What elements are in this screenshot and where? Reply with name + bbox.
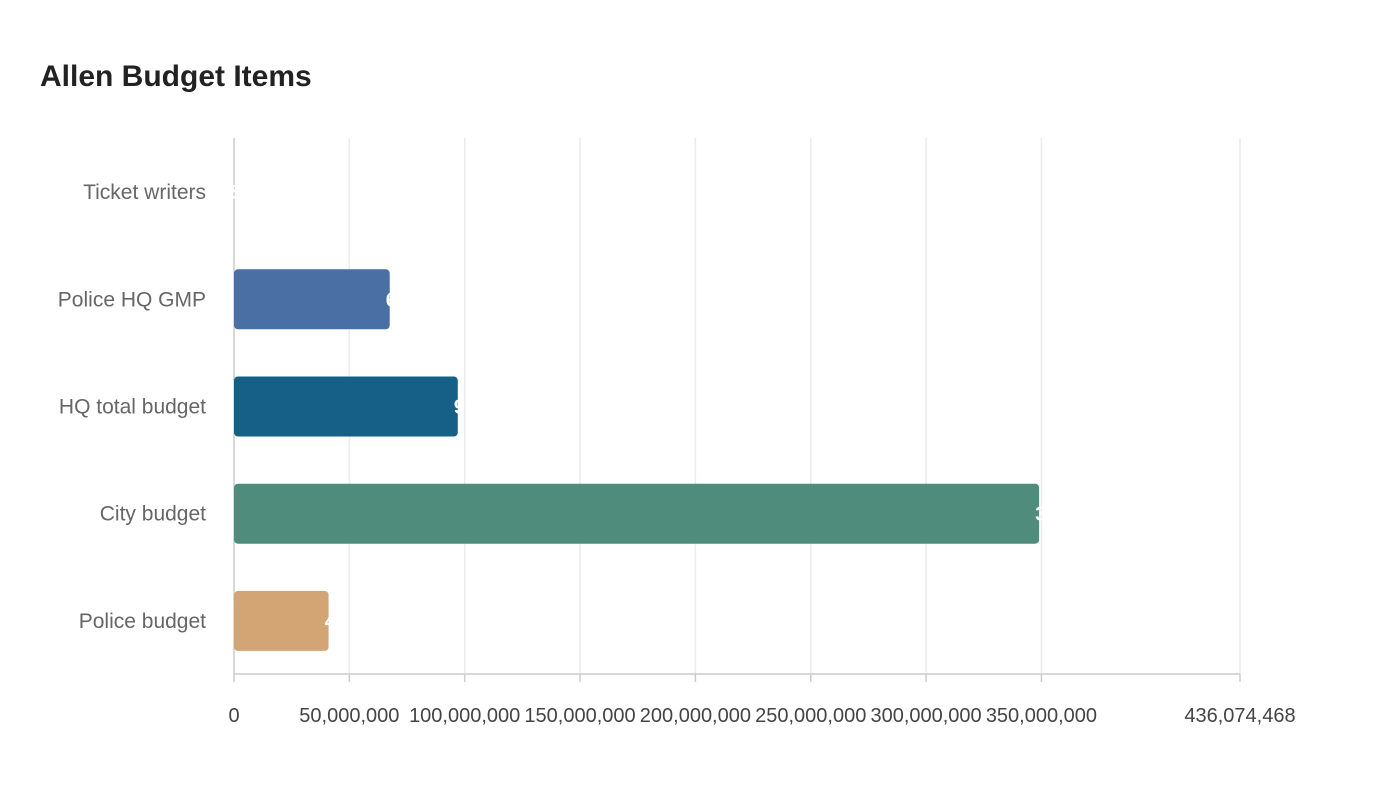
bar[interactable] bbox=[234, 269, 390, 330]
x-tick-label: 300,000,000 bbox=[870, 705, 981, 727]
chart-title: Allen Budget Items bbox=[40, 60, 312, 93]
bar[interactable] bbox=[234, 483, 1040, 544]
x-tick-label: 100,000,000 bbox=[409, 705, 520, 727]
x-tick-label: 250,000,000 bbox=[755, 705, 866, 727]
x-tick-label: 200,000,000 bbox=[640, 705, 751, 727]
x-tick-label: 350,000,000 bbox=[986, 705, 1097, 727]
category-label: City budget bbox=[100, 503, 206, 526]
bar[interactable] bbox=[234, 590, 329, 651]
category-label: HQ total budget bbox=[59, 396, 206, 419]
data-label: 97,000,000 bbox=[454, 397, 554, 419]
category-label: Police budget bbox=[79, 610, 206, 633]
category-label: Police HQ GMP bbox=[58, 288, 206, 311]
category-label: Ticket writers bbox=[83, 181, 206, 204]
data-label: 5 bbox=[230, 182, 241, 204]
x-tick-label: 436,074,468 bbox=[1184, 705, 1295, 727]
x-tick-label: 150,000,000 bbox=[524, 705, 635, 727]
bar[interactable] bbox=[234, 376, 458, 437]
data-label: 67,500,000 bbox=[386, 289, 486, 311]
x-tick-label: 0 bbox=[228, 705, 239, 727]
x-tick-label: 50,000,000 bbox=[299, 705, 399, 727]
data-label: 41,000,000 bbox=[325, 611, 425, 633]
data-label: 349,000,000 bbox=[1035, 504, 1146, 526]
